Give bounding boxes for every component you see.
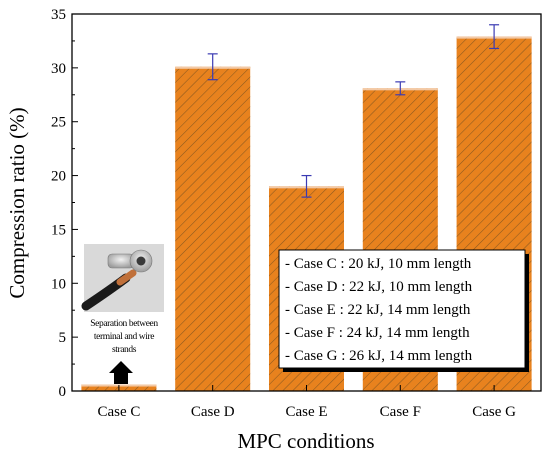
y-tick-label: 15 xyxy=(51,222,66,238)
y-tick-label: 10 xyxy=(51,276,66,292)
error-bars-layer xyxy=(207,24,500,198)
legend-item: - Case D : 22 kJ, 10 mm length xyxy=(285,279,473,295)
legend-item: - Case G : 26 kJ, 14 mm length xyxy=(285,348,473,364)
x-tick-label: Case G xyxy=(472,404,516,420)
copper-strands-icon xyxy=(116,269,137,286)
x-axis-title: MPC conditions xyxy=(237,429,374,453)
annotation-line-3: strands xyxy=(112,345,137,355)
x-tick-label: Case F xyxy=(380,404,421,420)
annotation-line-2: terminal and wire xyxy=(94,332,154,342)
bar-hatch xyxy=(175,66,251,391)
legend-box xyxy=(278,249,526,369)
x-tick-label: Case C xyxy=(97,404,140,420)
y-tick-label: 20 xyxy=(51,169,66,185)
y-tick-label: 5 xyxy=(59,330,67,346)
legend: - Case C : 20 kJ, 10 mm length - Case D … xyxy=(278,249,529,372)
legend-item: - Case E : 22 kJ, 14 mm length xyxy=(285,302,471,318)
ticks-layer: Case C Case D Case E Case F Case G 0 5 10 15 20 25… xyxy=(51,7,516,420)
y-tick-label: 30 xyxy=(51,61,66,77)
up-arrow-icon xyxy=(109,361,133,384)
y-tick-label: 35 xyxy=(51,7,66,23)
annotation-inset: Separation between terminal and wire str… xyxy=(81,244,164,384)
annotation-line-1: Separation between xyxy=(90,319,158,329)
x-tick-label: Case E xyxy=(285,404,327,420)
y-axis-title: Compression ratio (%) xyxy=(5,107,29,298)
y-tick-label: 0 xyxy=(59,384,67,400)
legend-item: - Case F : 24 kJ, 14 mm length xyxy=(285,325,470,341)
y-tick-label: 25 xyxy=(51,115,66,131)
x-tick-label: Case D xyxy=(191,404,235,420)
terminal-hole-icon xyxy=(136,256,146,266)
legend-item: - Case C : 20 kJ, 10 mm length xyxy=(285,256,472,272)
